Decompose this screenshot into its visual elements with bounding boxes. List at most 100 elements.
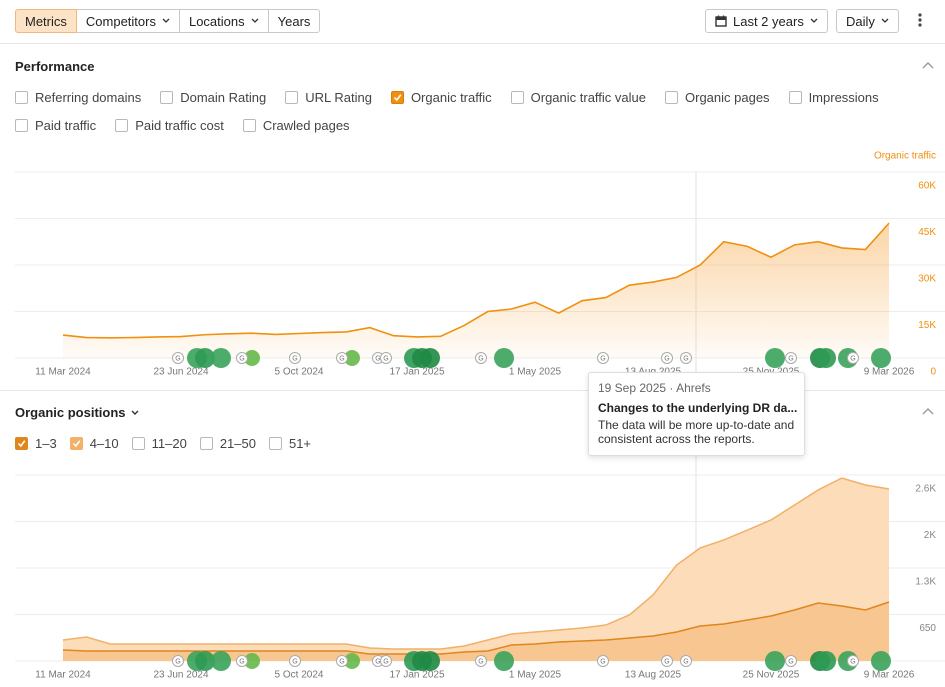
checkbox[interactable]: 11–20	[131, 435, 187, 451]
x-tick-label: 5 Oct 2024	[275, 367, 324, 378]
more-menu[interactable]	[916, 12, 924, 28]
update-marker-label: G	[683, 658, 688, 665]
date-range-button[interactable]: Last 2 years	[705, 9, 828, 33]
update-marker-label: G	[239, 355, 244, 362]
update-marker-label: G	[850, 658, 855, 665]
checkbox-box[interactable]	[268, 436, 282, 450]
checkbox-box[interactable]	[15, 118, 28, 132]
x-tick-label: 25 Nov 2025	[743, 670, 800, 681]
y-tick-label: 30K	[918, 274, 936, 285]
checkbox[interactable]: Domain Rating	[160, 89, 266, 105]
tab[interactable]: Metrics	[15, 9, 77, 33]
checkbox-box[interactable]	[390, 90, 404, 104]
checkbox-box[interactable]	[788, 90, 802, 104]
update-marker-label: G	[850, 355, 855, 362]
annotation-marker	[871, 651, 891, 671]
tooltip-meta: 19 Sep 2025 · Ahrefs	[598, 381, 711, 395]
checkbox[interactable]: Crawled pages	[242, 117, 350, 133]
checkbox[interactable]: Referring domains	[15, 89, 141, 105]
x-tick-label: 1 May 2025	[509, 367, 562, 378]
checkbox-label: 1–3	[35, 435, 57, 451]
update-marker-label: G	[478, 658, 483, 665]
checkbox-box[interactable]	[242, 118, 256, 132]
checkbox-box[interactable]	[69, 436, 83, 450]
update-marker	[380, 655, 392, 667]
stacked-area	[63, 478, 889, 654]
update-marker	[336, 352, 348, 364]
collapse-icon[interactable]	[922, 61, 934, 69]
y-tick-label: 1.3K	[915, 577, 936, 588]
line	[62, 222, 890, 339]
checkbox[interactable]: 51+	[268, 435, 311, 451]
checkbox-box[interactable]	[131, 436, 145, 450]
checkbox-label: Organic traffic value	[530, 89, 646, 105]
annotation-marker	[765, 348, 785, 368]
update-marker-label: G	[664, 355, 669, 362]
checkbox-label: Impressions	[808, 89, 879, 105]
checkbox-box[interactable]	[15, 436, 28, 450]
section-title[interactable]: Organic positions	[15, 405, 139, 420]
x-tick-label: 23 Jun 2024	[153, 367, 208, 378]
section-title-text: Organic positions	[15, 405, 126, 420]
update-marker-label: G	[375, 355, 380, 362]
y-tick-label: 0	[930, 367, 936, 378]
checkbox-box[interactable]	[199, 436, 213, 450]
section-title: Performance	[15, 59, 95, 74]
date-range: Last 2 years	[733, 13, 804, 29]
series-line	[62, 601, 890, 655]
checkbox[interactable]: Paid traffic cost	[115, 117, 224, 133]
tooltip-title: Changes to the underlying DR da...	[598, 401, 798, 415]
update-marker	[785, 655, 797, 667]
checkbox[interactable]: Organic traffic	[390, 89, 492, 105]
update-marker	[289, 655, 301, 667]
annotation-marker	[195, 651, 215, 671]
update-marker-label: G	[478, 355, 483, 362]
x-tick-label: 23 Jun 2024	[153, 670, 208, 681]
checkbox-box[interactable]	[160, 90, 174, 104]
checkbox[interactable]: Organic pages	[665, 89, 770, 105]
update-marker	[785, 352, 797, 364]
interval-button[interactable]: Daily	[836, 9, 899, 33]
y-tick-label: 2K	[924, 530, 937, 541]
tab[interactable]: Years	[267, 9, 321, 33]
checkbox-box[interactable]	[510, 90, 524, 104]
checkbox[interactable]: Impressions	[788, 89, 879, 105]
update-marker	[680, 352, 692, 364]
annotation-marker	[494, 348, 514, 368]
update-marker-label: G	[683, 355, 688, 362]
chevron	[810, 18, 818, 23]
y-tick-label: 650	[919, 623, 936, 634]
axis-label: Organic traffic	[874, 151, 936, 162]
x-tick-label: 1 May 2025	[509, 670, 562, 681]
stacked-area	[63, 601, 889, 661]
x-tick-label: 11 Mar 2024	[35, 670, 91, 681]
checkbox[interactable]: 4–10	[69, 435, 119, 451]
update-marker-label: G	[788, 355, 793, 362]
tab[interactable]: Competitors	[75, 9, 180, 33]
annotation-marker	[344, 350, 360, 366]
x-tick-label: 5 Oct 2024	[275, 670, 324, 681]
chevron	[251, 18, 259, 23]
checkbox[interactable]: Organic traffic value	[510, 89, 646, 105]
update-marker-label: G	[383, 355, 388, 362]
checkbox[interactable]: URL Rating	[285, 89, 372, 105]
checkbox[interactable]: Paid traffic	[15, 117, 96, 133]
collapse-icon[interactable]	[922, 407, 934, 415]
checkbox-box[interactable]	[285, 90, 299, 104]
annotation-marker	[420, 348, 440, 368]
checkbox-label: Paid traffic cost	[135, 117, 224, 133]
checkbox-box[interactable]	[115, 118, 129, 132]
annotation-marker	[420, 651, 440, 671]
update-marker	[236, 352, 248, 364]
checkbox-label: Organic pages	[685, 89, 770, 105]
checkbox[interactable]: 1–3	[15, 435, 57, 451]
checkbox-box[interactable]	[665, 90, 678, 104]
tab[interactable]: Locations	[178, 9, 269, 33]
annotation-marker	[494, 651, 514, 671]
checkbox-box[interactable]	[15, 90, 28, 104]
update-marker	[236, 655, 248, 667]
annotation-marker	[816, 348, 836, 368]
checkbox[interactable]: 21–50	[199, 435, 256, 451]
